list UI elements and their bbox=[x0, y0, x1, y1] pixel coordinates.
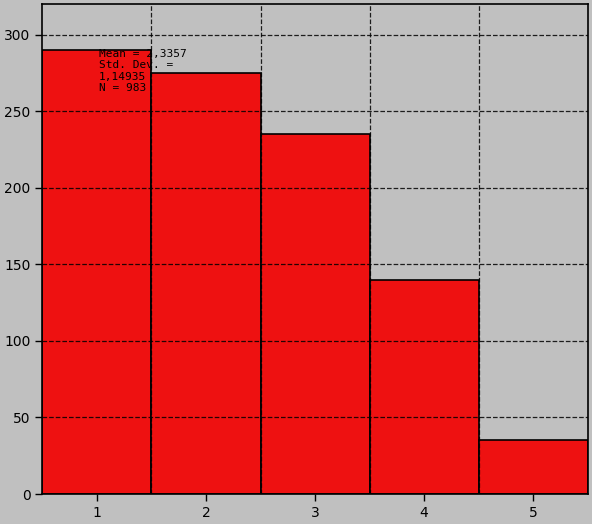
Bar bbox=[152, 73, 260, 494]
Bar bbox=[260, 134, 369, 494]
Bar bbox=[479, 441, 588, 494]
Text: Mean = 2,3357
Std. Dev. =
1,14935
N = 983: Mean = 2,3357 Std. Dev. = 1,14935 N = 98… bbox=[99, 49, 187, 93]
Bar bbox=[369, 280, 479, 494]
Bar bbox=[43, 50, 152, 494]
